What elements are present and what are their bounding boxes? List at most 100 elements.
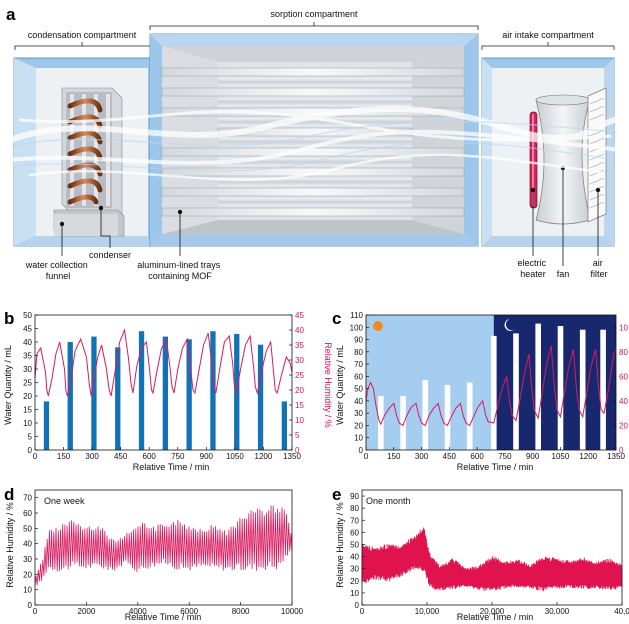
- x-tick-label: 1350: [607, 452, 625, 461]
- plot-frame: [365, 314, 617, 451]
- bracket-air-intake: [481, 42, 615, 50]
- callout-heater-line2: heater: [520, 269, 546, 279]
- y-tick-label: 110: [350, 311, 363, 320]
- chart-c-xlabel: Relative Time / min: [457, 462, 534, 472]
- x-tick-label: 0: [360, 607, 365, 616]
- sorption-compartment: [149, 33, 479, 247]
- y-tick-label: 50: [354, 385, 363, 394]
- y-tick-label: 100: [350, 323, 364, 332]
- bar: [600, 329, 606, 450]
- x-tick-label: 300: [85, 452, 99, 461]
- bar: [186, 339, 192, 450]
- compartment-label-air-intake: air intake compartment: [502, 30, 594, 40]
- y-tick-label: 15: [23, 406, 32, 415]
- x-tick-label: 450: [114, 452, 128, 461]
- y2-tick-label: 20: [619, 421, 628, 430]
- y-tick-label: 60: [354, 372, 363, 381]
- y-tick-label: 60: [23, 509, 32, 518]
- chart-d-xlabel: Relative Time / min: [125, 612, 202, 622]
- y-tick-label: 50: [23, 311, 32, 320]
- y-tick-label: 10: [23, 586, 32, 595]
- y2-tick-label: 10: [619, 323, 628, 332]
- bar: [444, 385, 451, 450]
- x-tick-label: 20,000: [480, 607, 505, 616]
- chart-b-xlabel: Relative Time / min: [133, 462, 210, 472]
- bar: [281, 401, 287, 450]
- x-tick-label: 1050: [552, 452, 570, 461]
- y-tick-label: 35: [23, 352, 32, 361]
- condenser: [61, 87, 123, 215]
- x-tick-label: 450: [443, 452, 457, 461]
- x-tick-label: 8000: [232, 607, 250, 616]
- x-tick-label: 0: [33, 607, 38, 616]
- x-tick-label: 1350: [283, 452, 301, 461]
- sun-icon: [373, 321, 383, 331]
- callout-filter-line2: filter: [590, 269, 607, 279]
- y-tick-label: 45: [23, 325, 32, 334]
- chart-panel-e: e 0 10,000 20,000 30,000 40,0010203040506070…: [332, 485, 629, 622]
- y-tick-label: 30: [354, 409, 363, 418]
- x-tick-label: 10,000: [415, 607, 440, 616]
- y-tick-label: 10: [354, 434, 363, 443]
- y-tick-label: 0: [28, 446, 33, 455]
- y-tick-label: 30: [350, 565, 359, 574]
- x-tick-label: 6000: [180, 607, 198, 616]
- y-tick-label: 40: [23, 338, 32, 347]
- callout-trays-line1: aluminum-lined trays: [137, 260, 221, 270]
- y-tick-label: 10: [350, 589, 359, 598]
- x-tick-label: 900: [200, 452, 214, 461]
- callout-condenser-line: condenser: [89, 250, 131, 260]
- y-tick-label: 70: [350, 516, 359, 525]
- bar: [43, 401, 50, 450]
- day-background: [366, 315, 494, 450]
- y-tick-label: 0: [355, 601, 360, 610]
- bar: [466, 382, 473, 450]
- y-tick-label: 0: [28, 601, 33, 610]
- y2-tick-label: 40: [295, 326, 304, 335]
- y2-tick-label: 35: [295, 341, 304, 350]
- chart-e-title: One month: [366, 496, 411, 506]
- callout-heater-line1: electric: [517, 258, 546, 268]
- bracket-sorption: [149, 22, 479, 30]
- chart-d-title: One week: [44, 496, 85, 506]
- x-tick-label: 40,0: [614, 607, 629, 616]
- y2-tick-label: 30: [295, 356, 304, 365]
- x-tick-label: 1200: [255, 452, 273, 461]
- chart-panel-d: d 0 2000 4000 6000 8000 10000010203040506070 …: [4, 485, 304, 622]
- airflow-streams: [7, 105, 623, 181]
- y2-tick-label: 45: [295, 311, 304, 320]
- electric-heater: [529, 111, 538, 209]
- y-tick-label: 90: [354, 336, 363, 345]
- water-collection-funnel: [53, 209, 125, 237]
- y-tick-label: 20: [23, 570, 32, 579]
- y-tick-label: 40: [350, 553, 359, 562]
- y2-tick-label: 60: [619, 372, 628, 381]
- y-tick-label: 70: [23, 494, 32, 503]
- callout-funnel-line1: water collection: [25, 260, 88, 270]
- series-line: [365, 345, 617, 427]
- bar: [91, 336, 97, 450]
- y2-tick-label: 40: [619, 397, 628, 406]
- y-tick-label: 20: [354, 421, 363, 430]
- callout-fan: fan: [557, 269, 570, 279]
- y-tick-label: 20: [23, 392, 32, 401]
- callout-funnel-line2: funnel: [46, 271, 71, 281]
- diagram-panel-a: a condensation compartment sorption comp…: [6, 5, 623, 281]
- y-tick-label: 70: [354, 360, 363, 369]
- x-tick-label: 10000: [281, 607, 304, 616]
- y-tick-label: 80: [350, 504, 359, 513]
- air-filter: [587, 87, 607, 223]
- bar: [67, 342, 73, 450]
- chart-e-ylabel: Relative Humidity / %: [335, 502, 345, 588]
- chart-d-ylabel: Relative Humidity / %: [5, 502, 15, 588]
- compartment-label-condensation: condensation compartment: [28, 30, 137, 40]
- panel-label-e: e: [332, 485, 341, 504]
- y-tick-label: 60: [350, 528, 359, 537]
- y-tick-label: 40: [354, 397, 363, 406]
- bar: [535, 323, 541, 450]
- panel-label-c: c: [332, 309, 341, 328]
- chart-c-plot: 0 150 300 450 600 750 900 1050 1200 1350010203040…: [350, 311, 629, 461]
- x-tick-label: 600: [470, 452, 484, 461]
- compartment-label-sorption: sorption compartment: [270, 9, 358, 19]
